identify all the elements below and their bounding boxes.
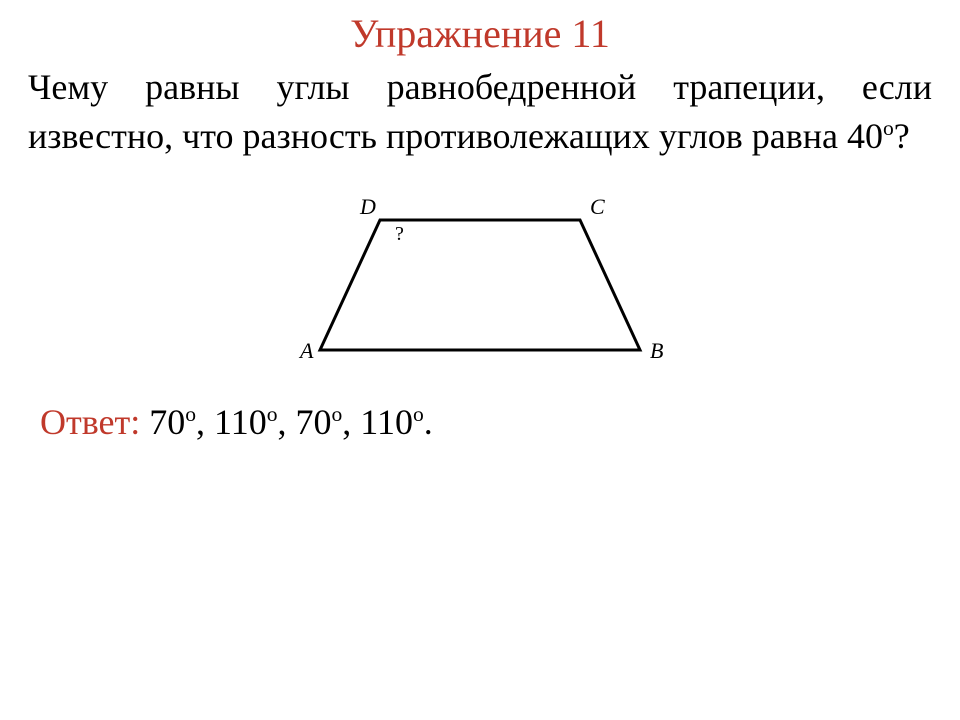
answer-degree-sup: о bbox=[185, 402, 196, 426]
trapezoid-svg: A B C D ? bbox=[260, 180, 700, 380]
slide-page: Упражнение 11 Чему равны углы равнобедре… bbox=[0, 0, 960, 720]
question-degree-sup: о bbox=[883, 116, 894, 140]
answer-degree-sup: о bbox=[413, 402, 424, 426]
answer-angle: 70 bbox=[296, 402, 332, 442]
vertex-label-b: B bbox=[650, 338, 663, 363]
exercise-title: Упражнение 11 bbox=[0, 0, 960, 57]
answer-angle: 70 bbox=[149, 402, 185, 442]
answer-angle: 110 bbox=[360, 402, 413, 442]
trapezoid-figure: A B C D ? bbox=[0, 180, 960, 385]
answer-degree-sup: о bbox=[332, 402, 343, 426]
vertex-label-d: D bbox=[359, 194, 376, 219]
answer-angle: 110 bbox=[214, 402, 267, 442]
trapezoid-polygon bbox=[320, 220, 640, 350]
answer-values: 70о, 110о, 70о, 110о. bbox=[149, 402, 433, 442]
answer-label: Ответ: bbox=[40, 402, 149, 442]
answer-separator: . bbox=[424, 402, 433, 442]
vertex-label-a: A bbox=[298, 338, 314, 363]
question-text: Чему равны углы равнобедренной трапеции,… bbox=[0, 57, 960, 160]
angle-question-mark: ? bbox=[395, 223, 404, 245]
answer-separator: , bbox=[196, 402, 214, 442]
answer-separator: , bbox=[342, 402, 360, 442]
answer-line: Ответ: 70о, 110о, 70о, 110о. bbox=[0, 385, 960, 443]
answer-separator: , bbox=[278, 402, 296, 442]
question-body: Чему равны углы равнобедренной трапеции,… bbox=[28, 67, 932, 156]
question-tail: ? bbox=[894, 116, 910, 156]
answer-degree-sup: о bbox=[267, 402, 278, 426]
vertex-label-c: C bbox=[590, 194, 605, 219]
